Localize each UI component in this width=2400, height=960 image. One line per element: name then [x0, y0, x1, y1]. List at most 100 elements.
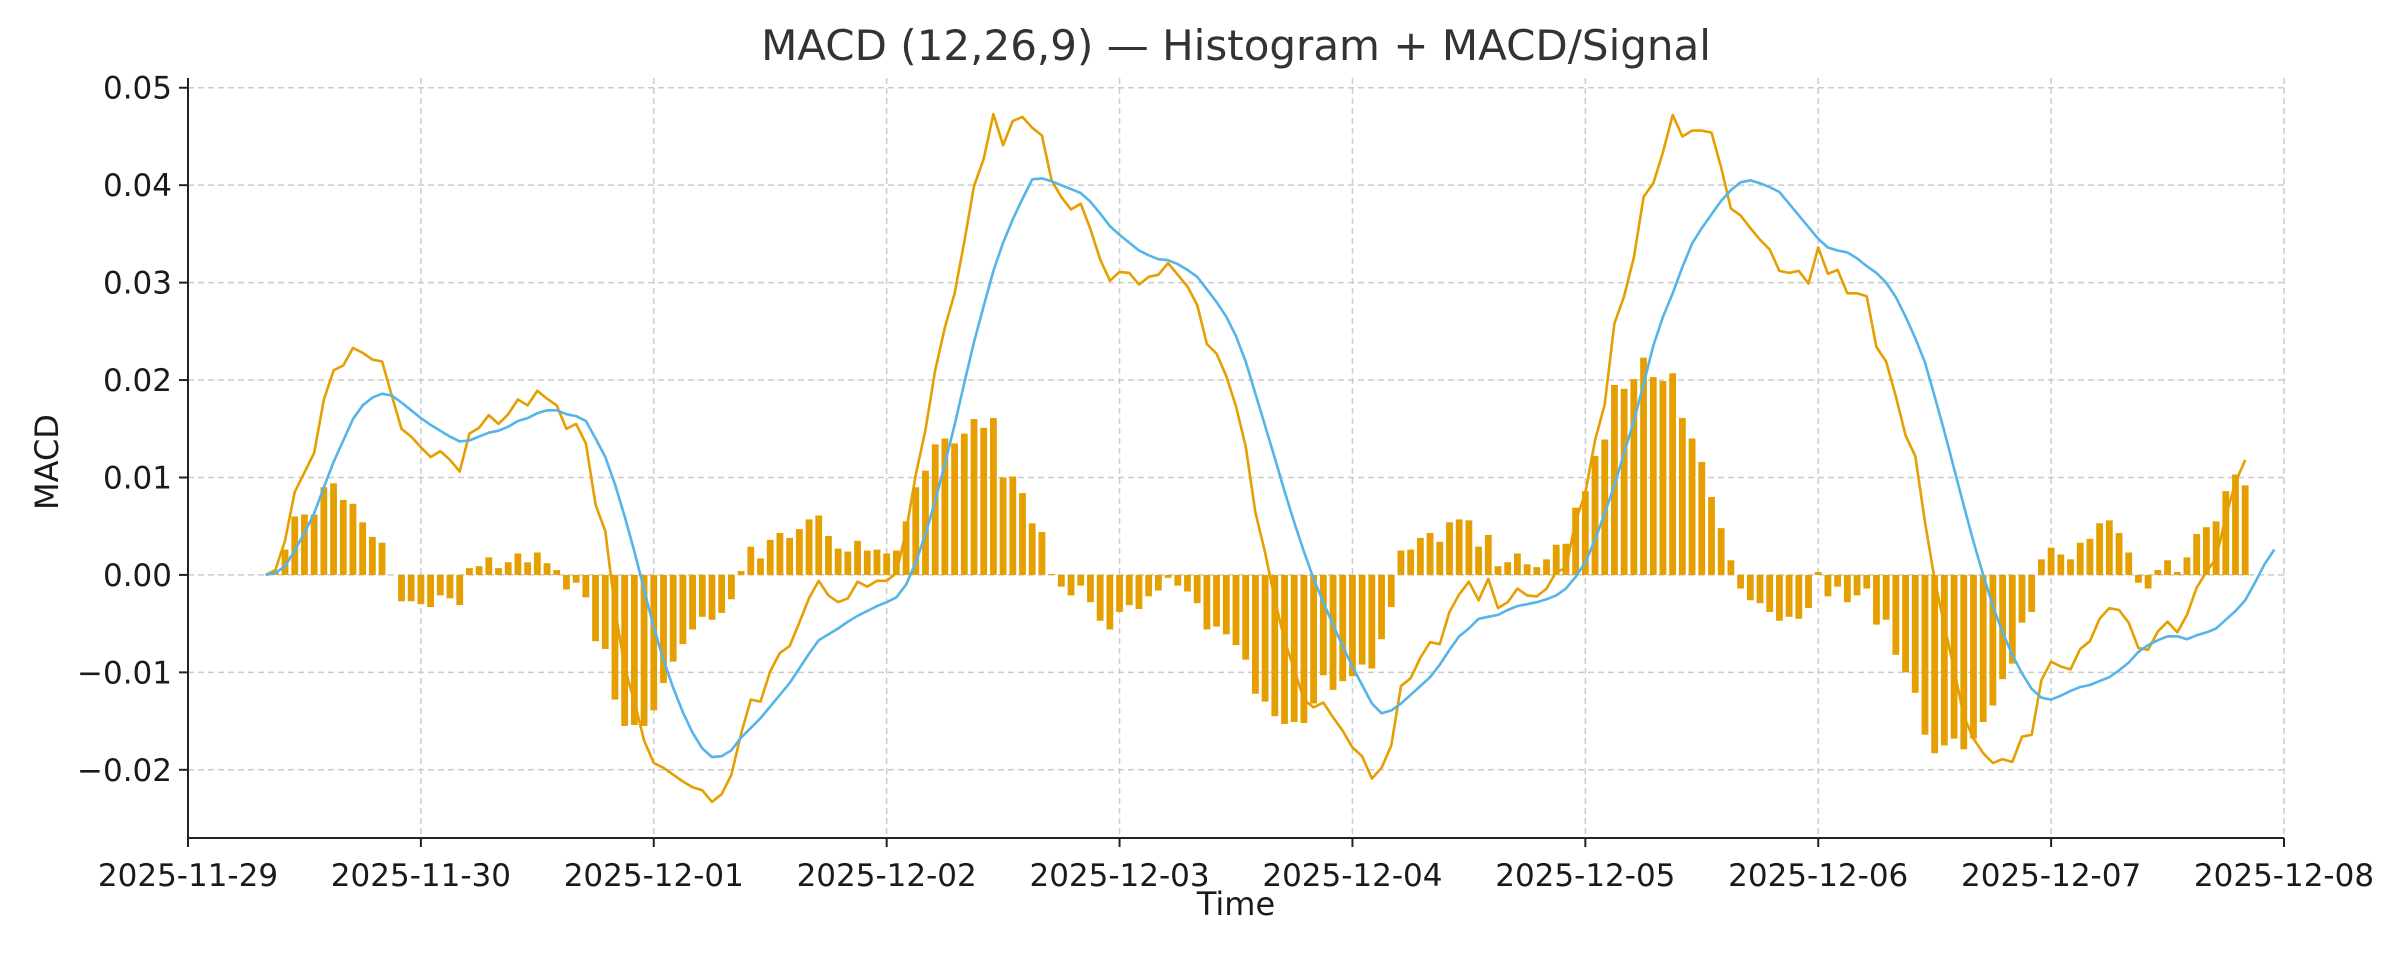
y-axis-ticks: −0.02 −0.01 0.00 0.01 0.02 0.03 0.04 0.05 — [77, 71, 188, 789]
histogram-bar — [1950, 574, 1958, 739]
histogram-bar — [1067, 574, 1075, 596]
histogram-bar — [281, 549, 289, 575]
histogram-bar — [1096, 574, 1104, 621]
histogram-bar — [543, 563, 551, 575]
histogram-bar — [436, 574, 444, 596]
histogram-bar — [456, 574, 464, 606]
histogram-bar — [1882, 574, 1890, 620]
histogram-bar — [368, 536, 376, 575]
histogram-bar — [1504, 562, 1512, 575]
histogram-bar — [1708, 496, 1715, 575]
histogram-bar — [330, 483, 337, 575]
histogram-bar — [1416, 537, 1424, 575]
histogram-bar — [2222, 491, 2230, 575]
histogram-bar — [1358, 574, 1366, 665]
histogram-bar — [660, 574, 667, 684]
x-tick-label: 2025-12-07 — [1961, 858, 2141, 894]
histogram-bar — [1795, 574, 1803, 619]
y-tick-label: −0.02 — [77, 753, 172, 789]
signal-line — [265, 177, 2276, 759]
histogram-bar — [1028, 523, 1036, 575]
histogram-bar — [1785, 574, 1793, 617]
x-axis-label: Time — [1196, 885, 1275, 923]
histogram-bar — [407, 574, 415, 602]
histogram-bar — [757, 558, 764, 575]
histogram-bar — [1640, 357, 1647, 575]
histogram-bar — [495, 568, 502, 575]
histogram-bar — [1921, 574, 1929, 735]
histogram-bar — [621, 574, 629, 726]
histogram-bar — [1533, 567, 1541, 575]
histogram-bar — [999, 477, 1007, 575]
histogram-bar — [1824, 574, 1832, 597]
histogram-bar — [1940, 574, 1948, 746]
histogram-bar — [1911, 574, 1919, 693]
histogram-bar — [718, 574, 726, 613]
histogram-bar — [1154, 574, 1162, 591]
histogram-bar — [2028, 574, 2036, 612]
histogram-bar — [2105, 520, 2113, 575]
histogram-bar — [1698, 461, 1706, 575]
histogram-bar — [1378, 574, 1385, 640]
x-tick-label: 2025-12-01 — [564, 858, 744, 894]
histogram-bar — [1766, 574, 1774, 612]
histogram-bar — [776, 533, 784, 575]
histogram-bar — [1756, 574, 1764, 604]
histogram-bar — [1009, 476, 1017, 575]
histogram-bar — [1514, 553, 1521, 575]
x-axis-ticks: 2025-11-29 2025-11-30 2025-12-01 2025-12-02… — [98, 838, 2374, 894]
histogram-bar — [805, 519, 813, 575]
histogram-bar — [2076, 542, 2084, 575]
series-lines — [265, 112, 2276, 804]
histogram-bar — [485, 557, 493, 575]
histogram-bar — [291, 516, 299, 575]
histogram-bar — [1620, 388, 1628, 575]
histogram-bar — [349, 503, 357, 575]
histogram-bar — [1213, 574, 1220, 627]
histogram-bar — [1814, 572, 1822, 575]
histogram-bar — [1164, 574, 1172, 578]
histogram-bar — [1038, 532, 1046, 575]
histogram-bar — [1688, 438, 1696, 575]
histogram-bar — [863, 550, 871, 575]
histogram-bar — [2144, 574, 2152, 589]
histogram-bar — [1222, 574, 1230, 635]
histogram-bar — [650, 574, 658, 711]
histogram-bar — [689, 574, 696, 630]
histogram-bar — [1960, 574, 1968, 750]
histogram-bar — [1591, 456, 1599, 575]
histogram-bar — [1087, 574, 1094, 603]
histogram-bar — [825, 535, 832, 575]
histogram-bar — [873, 549, 881, 575]
histogram-bar — [980, 427, 988, 575]
histogram-bar — [834, 548, 842, 575]
histogram-bar — [1349, 574, 1356, 677]
histogram-bar — [514, 553, 522, 575]
histogram-bar — [2173, 572, 2181, 575]
histogram-bar — [1310, 574, 1318, 704]
histogram-bar — [1232, 574, 1240, 646]
histogram-bar — [2193, 534, 2201, 575]
histogram-bar — [883, 553, 891, 575]
y-tick-label: 0.01 — [103, 460, 172, 496]
histogram-bar — [795, 529, 803, 575]
histogram-bar — [446, 574, 454, 599]
histogram-bar — [1116, 574, 1123, 612]
histogram-bar — [669, 574, 677, 662]
histogram-bar — [524, 562, 532, 575]
histogram-bar — [815, 515, 823, 575]
histogram-bar — [1145, 574, 1153, 597]
histogram-bar — [970, 419, 978, 575]
histogram-bar — [854, 540, 861, 575]
histogram-bar — [310, 514, 318, 575]
histogram-bar — [2057, 554, 2065, 575]
histogram-bar — [1484, 534, 1492, 575]
x-tick-label: 2025-11-30 — [331, 858, 511, 894]
histogram-bar — [1368, 574, 1376, 669]
histogram-bar — [1649, 377, 1657, 575]
histogram-bar — [698, 574, 706, 617]
histogram-bar — [1494, 566, 1502, 575]
histogram-bar — [1290, 574, 1298, 723]
histogram-bar — [378, 542, 386, 575]
